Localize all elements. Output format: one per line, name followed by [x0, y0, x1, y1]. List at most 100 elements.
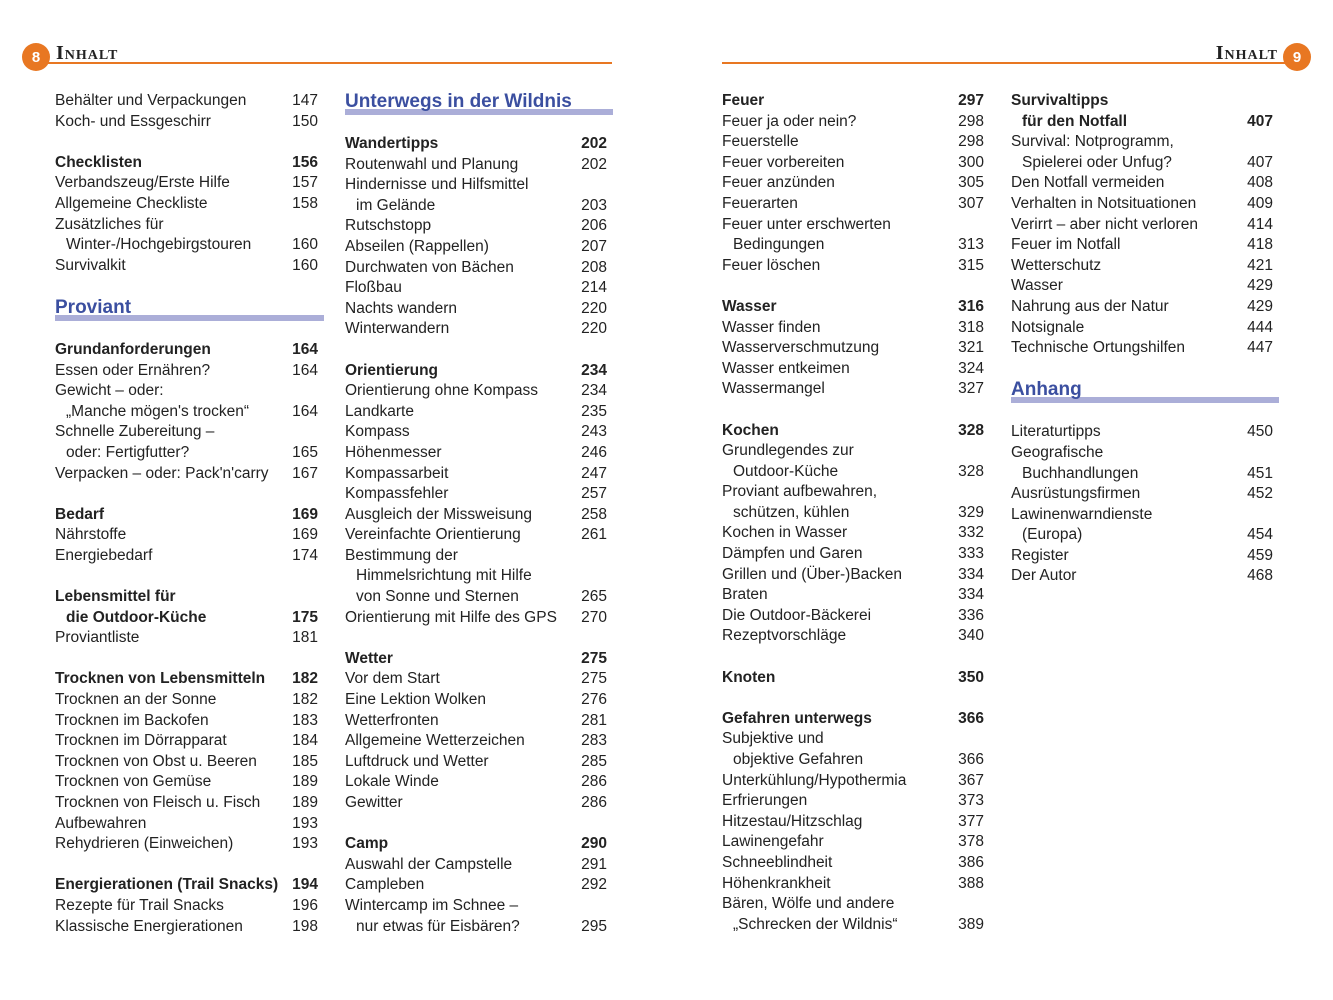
- entry-title: Wasser entkeimen: [722, 359, 850, 377]
- toc-entry: Verhalten in Notsituationen 409: [1011, 194, 1273, 215]
- entry-page-number: 275: [581, 649, 607, 667]
- entry-page-number: 328: [958, 421, 984, 439]
- toc-entry: Nahrung aus der Natur 429: [1011, 297, 1273, 318]
- entry-page-number: 313: [958, 236, 984, 254]
- entry-page-number: 321: [958, 339, 984, 357]
- entry-title: Geografische: [1011, 443, 1104, 461]
- entry-title: Kochen: [722, 421, 779, 439]
- toc-column-2: Unterwegs in der Wildnis Wandertipps 202 Ro…: [345, 91, 613, 937]
- toc-entry: Verirrt – aber nicht verloren 414: [1011, 215, 1273, 236]
- entry-page-number: 164: [292, 340, 318, 358]
- toc-entry: Bestimmung der: [345, 546, 607, 567]
- entry-page-number: 167: [292, 464, 318, 482]
- entry-title: Floßbau: [345, 279, 402, 297]
- entry-page-number: 367: [958, 771, 984, 789]
- blank-line: [1011, 359, 1273, 380]
- entry-page-number: 185: [292, 752, 318, 770]
- entry-title: Wasser: [1011, 277, 1063, 295]
- toc-entry: Campleben 292: [345, 875, 607, 896]
- entry-title: Nährstoffe: [55, 526, 127, 544]
- entry-title: Orientierung mit Hilfe des GPS: [345, 608, 557, 626]
- entry-title: (Europa): [1022, 526, 1083, 544]
- entry-title: Feuer anzünden: [722, 174, 835, 192]
- entry-title: Bären, Wölfe und andere: [722, 895, 895, 913]
- entry-page-number: 261: [581, 526, 607, 544]
- entry-title: Wetterschutz: [1011, 256, 1102, 274]
- toc-entry: Trocknen von Gemüse 189: [55, 772, 318, 793]
- toc-entry: Grundlegendes zur: [722, 441, 984, 462]
- chapter-heading: Anhang: [1011, 379, 1279, 422]
- section-entry: Energierationen (Trail Snacks) 194: [55, 875, 318, 896]
- entry-page-number: 318: [958, 318, 984, 336]
- blank-line: [55, 649, 318, 670]
- entry-page-number: 315: [958, 256, 984, 274]
- entry-page-number: 366: [958, 751, 984, 768]
- section-entry: die Outdoor-Küche 175: [55, 608, 318, 629]
- entry-page-number: 257: [581, 485, 607, 503]
- header-title-left: Inhalt: [56, 42, 119, 64]
- entry-title: Literaturtipps: [1011, 423, 1101, 441]
- toc-entry: Kompassarbeit 247: [345, 464, 607, 485]
- entry-title: Klassische Energierationen: [55, 917, 243, 935]
- entry-title: Eine Lektion Wolken: [345, 691, 487, 709]
- toc-entry: Routenwahl und Planung 202: [345, 155, 607, 176]
- entry-title: Grillen und (Über-)Backen: [722, 565, 903, 583]
- entry-page-number: 447: [1247, 339, 1273, 357]
- entry-title: Erfrierungen: [722, 792, 808, 810]
- toc-entry: von Sonne und Sternen 265: [345, 587, 607, 608]
- toc-entry: Höhenkrankheit 388: [722, 874, 984, 895]
- entry-title: Kompassfehler: [345, 485, 449, 503]
- entry-title: Wasser: [722, 297, 777, 315]
- toc-entry: Trocknen im Backofen 183: [55, 711, 318, 732]
- entry-title: Hitzestau/Hitzschlag: [722, 812, 863, 830]
- entry-title: Die Outdoor-Bäckerei: [722, 606, 872, 624]
- toc-entry: Trocknen an der Sonne 182: [55, 690, 318, 711]
- entry-page-number: 220: [581, 320, 607, 338]
- toc-entry: schützen, kühlen 329: [722, 503, 984, 524]
- entry-title: Trocknen im Dörrapparat: [55, 732, 227, 750]
- entry-title: Aufbewahren: [55, 814, 147, 832]
- entry-title: Feuerstelle: [722, 133, 799, 151]
- entry-page-number: 184: [292, 732, 318, 750]
- toc-entry: Rezeptvorschläge 340: [722, 626, 984, 647]
- toc-entry: Winterwandern 220: [345, 319, 607, 340]
- toc-entry: (Europa) 454: [1011, 525, 1273, 546]
- toc-entry: Eine Lektion Wolken 276: [345, 690, 607, 711]
- entry-title: Lokale Winde: [345, 773, 439, 791]
- entry-title: Knoten: [722, 668, 776, 686]
- entry-title: Grundlegendes zur: [722, 442, 854, 460]
- toc-entry: Feuer unter erschwerten: [722, 215, 984, 236]
- entry-title: Kochen in Wasser: [722, 524, 848, 542]
- entry-title: Routenwahl und Planung: [345, 155, 519, 173]
- entry-page-number: 207: [581, 237, 607, 255]
- toc-entry: Koch- und Essgeschirr 150: [55, 112, 318, 133]
- toc-entry: Zusätzliches für: [55, 215, 318, 236]
- toc-entry: Register 459: [1011, 546, 1273, 567]
- blank-line: [722, 400, 984, 421]
- blank-line: [55, 855, 318, 876]
- entry-page-number: 156: [292, 153, 318, 171]
- toc-entry: Allgemeine Checkliste 158: [55, 194, 318, 215]
- toc-entry: Den Notfall vermeiden 408: [1011, 173, 1273, 194]
- entry-title: Nahrung aus der Natur: [1011, 297, 1169, 315]
- section-entry: Checklisten 156: [55, 153, 318, 174]
- toc-entry: Unterkühlung/Hypothermia 367: [722, 771, 984, 792]
- toc-entry: Orientierung ohne Kompass 234: [345, 381, 607, 402]
- chapter-underline-bar: [345, 109, 613, 115]
- toc-entry: Auswahl der Campstelle 291: [345, 855, 607, 876]
- entry-page-number: 407: [1247, 153, 1273, 171]
- entry-page-number: 234: [581, 382, 607, 400]
- entry-title: schützen, kühlen: [733, 503, 850, 521]
- section-entry: Knoten 350: [722, 668, 984, 689]
- entry-page-number: 182: [292, 670, 318, 688]
- toc-entry: Vereinfachte Orientierung 261: [345, 525, 607, 546]
- toc-entry: Wetterschutz 421: [1011, 256, 1273, 277]
- blank-line: [345, 814, 607, 835]
- entry-title: Vereinfachte Orientierung: [345, 526, 521, 544]
- toc-entry: Proviantliste 181: [55, 628, 318, 649]
- entry-page-number: 336: [958, 606, 984, 624]
- entry-title: Trocknen von Lebensmitteln: [55, 670, 266, 688]
- entry-title: Luftdruck und Wetter: [345, 752, 489, 770]
- entry-title: Gewitter: [345, 794, 403, 811]
- entry-page-number: 189: [292, 773, 318, 791]
